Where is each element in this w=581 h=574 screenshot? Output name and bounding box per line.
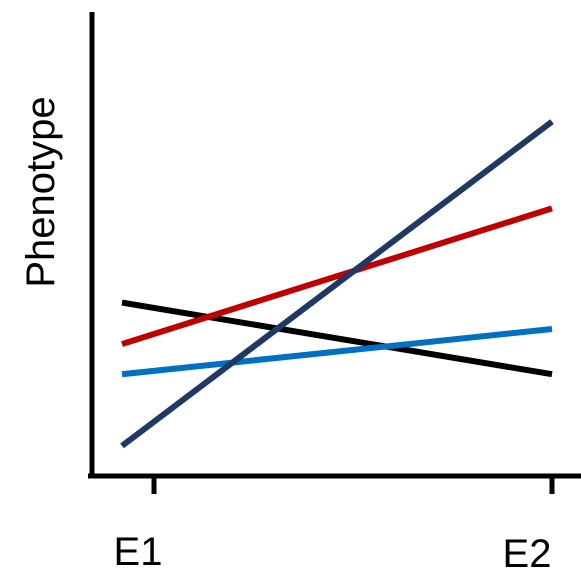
series-line-1: [121, 299, 553, 378]
series-line-2: [121, 205, 553, 347]
series-line-4: [120, 119, 554, 449]
x-tick-label-e2: E2: [503, 532, 552, 574]
x-tick-label-e1: E1: [114, 530, 163, 574]
series-line-3: [121, 325, 553, 378]
series-layer: [120, 119, 554, 449]
y-axis-title: Phenotype: [19, 96, 63, 287]
